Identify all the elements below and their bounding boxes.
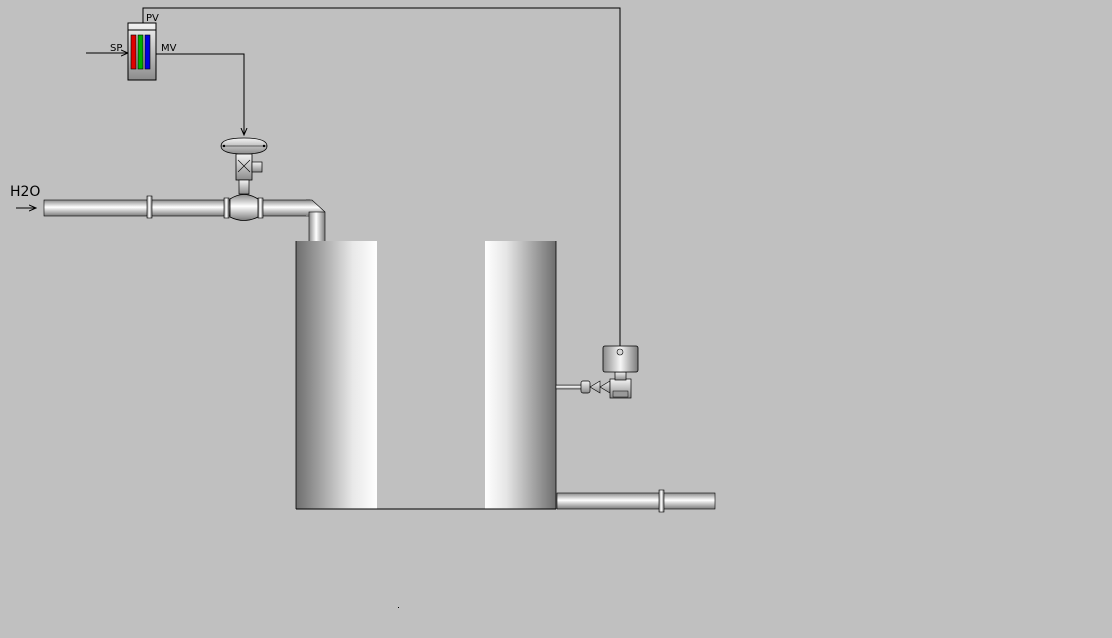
level-transmitter[interactable]	[555, 345, 639, 399]
tank	[295, 241, 557, 510]
pv-signal-line	[142, 7, 621, 346]
controller-bar-blue	[144, 34, 151, 70]
valve-body	[229, 194, 259, 221]
water-inlet-label: H2O	[10, 184, 40, 200]
pipe-flange	[257, 197, 264, 219]
controller-bar-red	[130, 34, 137, 70]
sp-label: SP	[110, 43, 122, 54]
pv-label: PV	[146, 13, 159, 24]
tank-left-wall	[296, 241, 377, 509]
pipe-flange	[223, 197, 230, 219]
control-valve[interactable]	[220, 137, 268, 221]
mv-signal-line	[156, 53, 244, 135]
pid-controller[interactable]	[127, 22, 157, 81]
tank-interior	[377, 241, 485, 509]
outlet-pipe	[556, 489, 716, 513]
transmitter-head	[602, 345, 639, 373]
controller-bar-green	[137, 34, 144, 70]
pipe-flange	[658, 489, 665, 513]
mv-label: MV	[161, 43, 177, 54]
pipe-flange	[146, 195, 153, 219]
tank-right-wall	[485, 241, 556, 509]
inlet-pipe	[43, 195, 326, 243]
